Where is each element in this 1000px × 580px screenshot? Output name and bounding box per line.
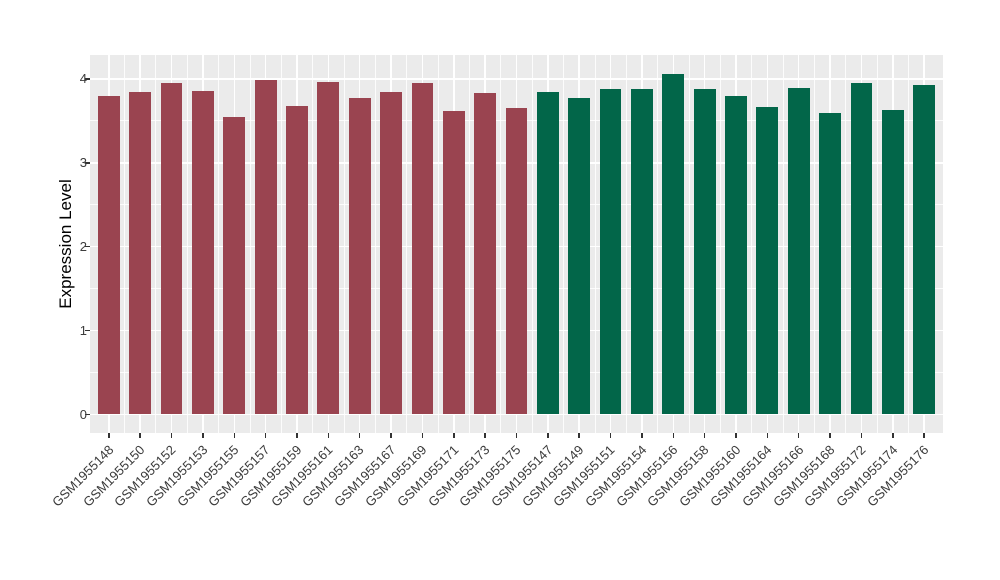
x-tick-mark (766, 433, 769, 438)
x-tick-mark (202, 433, 204, 438)
x-tick-mark (358, 433, 361, 438)
x-tick-mark (923, 433, 925, 438)
bar-GSM1955167 (380, 92, 402, 415)
x-tick-mark (829, 433, 831, 438)
x-tick-mark (578, 433, 580, 438)
gridline-v-minor (406, 55, 408, 433)
y-tick-label: 1 (79, 322, 87, 338)
gridline-v-minor (563, 55, 565, 433)
gridline-v-minor (531, 55, 533, 433)
bar-GSM1955147 (536, 92, 559, 415)
y-tick-mark (85, 329, 90, 332)
bar-GSM1955152 (160, 83, 183, 415)
bar-GSM1955159 (286, 105, 308, 415)
gridline-v-minor (625, 55, 627, 433)
x-tick-mark (421, 433, 424, 438)
x-tick-mark (515, 433, 518, 438)
x-tick-mark (108, 433, 110, 438)
bar-GSM1955161 (317, 82, 340, 415)
bar-GSM1955173 (474, 93, 497, 415)
bar-GSM1955166 (787, 88, 810, 415)
x-tick-mark (735, 433, 737, 438)
gridline-v-minor (782, 55, 784, 433)
bar-GSM1955149 (568, 98, 591, 415)
bar-GSM1955172 (850, 83, 873, 415)
gridline-v-minor (908, 55, 909, 433)
x-tick-mark (484, 433, 486, 438)
bar-GSM1955160 (725, 95, 747, 415)
bar-GSM1955155 (223, 116, 246, 415)
x-tick-mark (641, 433, 643, 438)
gridline-v-minor (751, 55, 753, 433)
bar-GSM1955175 (505, 108, 528, 415)
x-tick-mark (547, 433, 549, 438)
gridline-v-minor (186, 55, 188, 433)
gridline-v-minor (280, 55, 282, 433)
gridline-v-minor (437, 55, 439, 433)
bar-GSM1955168 (819, 113, 841, 415)
gridline-v-minor (155, 55, 157, 433)
bar-GSM1955150 (129, 92, 152, 415)
gridline-v-minor (845, 55, 847, 433)
gridline-v-minor (657, 55, 659, 433)
gridline-v-minor (343, 55, 345, 433)
y-tick-mark (85, 162, 90, 164)
gridline-v-minor (594, 55, 596, 433)
gridline-v-minor (218, 55, 220, 433)
bar-GSM1955148 (97, 95, 120, 415)
x-tick-mark (296, 433, 298, 438)
y-tick-label: 4 (79, 70, 87, 86)
y-tick-label: 2 (79, 238, 87, 254)
gridline-v-minor (719, 55, 721, 433)
x-tick-mark (703, 433, 706, 438)
gridline-v-minor (249, 55, 251, 433)
y-tick-label: 0 (79, 406, 87, 422)
y-tick-mark (85, 245, 90, 248)
gridline-v-minor (312, 55, 314, 433)
x-tick-mark (139, 433, 141, 438)
x-tick-mark (390, 433, 392, 438)
x-tick-mark (609, 433, 612, 438)
bar-GSM1955163 (348, 98, 371, 415)
x-tick-mark (860, 433, 863, 438)
y-tick-mark (85, 413, 90, 416)
x-tick-mark (797, 433, 800, 438)
bar-GSM1955174 (881, 109, 904, 415)
gridline-v-minor (374, 55, 376, 433)
gridline-v-minor (688, 55, 690, 433)
x-tick-mark (453, 433, 455, 438)
gridline-v-minor (876, 55, 878, 433)
gridline-v-minor (469, 55, 470, 433)
gridline-v-minor (500, 55, 502, 433)
x-tick-mark (672, 433, 675, 438)
x-tick-mark (327, 433, 330, 438)
bar-GSM1955164 (756, 107, 779, 415)
gridline-v-minor (814, 55, 815, 433)
plot-panel (90, 55, 943, 433)
bar-GSM1955176 (913, 84, 936, 415)
x-tick-mark (170, 433, 173, 438)
bar-GSM1955157 (254, 79, 277, 415)
y-tick-label: 3 (79, 154, 87, 170)
bar-GSM1955171 (442, 110, 465, 415)
bar-GSM1955156 (662, 73, 685, 415)
x-tick-mark (892, 433, 894, 438)
gridline-v-minor (124, 55, 125, 433)
bar-GSM1955151 (599, 88, 622, 415)
bar-GSM1955153 (191, 91, 214, 415)
bar-GSM1955158 (693, 88, 716, 415)
x-tick-mark (264, 433, 267, 438)
x-tick-mark (233, 433, 235, 438)
bar-GSM1955169 (411, 83, 434, 415)
y-tick-mark (85, 78, 90, 80)
bar-GSM1955154 (631, 88, 653, 415)
